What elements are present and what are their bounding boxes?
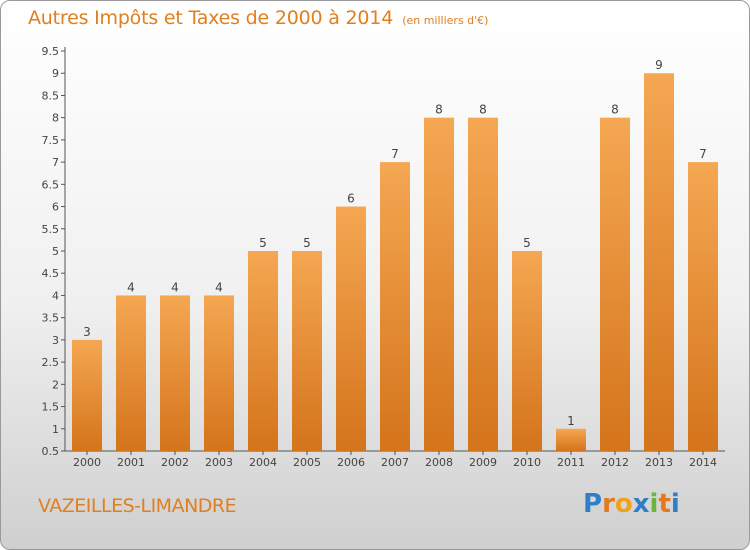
y-tick-label: 8 xyxy=(52,112,59,125)
x-tick-label: 2003 xyxy=(205,456,233,469)
x-tick-label: 2011 xyxy=(557,456,585,469)
value-label: 8 xyxy=(435,103,443,117)
city-name: VAZEILLES-LIMANDRE xyxy=(38,495,237,517)
chart-title: Autres Impôts et Taxes de 2000 à 2014 xyxy=(28,7,394,29)
value-label: 5 xyxy=(259,236,267,250)
bar-2000 xyxy=(72,339,102,451)
value-label: 5 xyxy=(303,236,311,250)
bars xyxy=(72,73,718,452)
value-label: 5 xyxy=(523,236,531,250)
logo-letter: r xyxy=(602,489,615,519)
bar-2004 xyxy=(248,251,278,451)
y-tick-label: 2.5 xyxy=(42,356,60,369)
y-tick-label: 9 xyxy=(52,67,59,80)
x-tick-label: 2000 xyxy=(73,456,101,469)
bar-2003 xyxy=(204,295,234,451)
y-tick-label: 7.5 xyxy=(42,134,60,147)
bar-2008 xyxy=(424,117,454,452)
logo-letter: t xyxy=(658,489,671,519)
y-tick-label: 6 xyxy=(52,201,59,214)
bar-2007 xyxy=(380,162,410,451)
chart-title-block: Autres Impôts et Taxes de 2000 à 2014 (e… xyxy=(28,7,488,29)
logo-letter: P xyxy=(583,489,603,519)
x-tick-label: 2001 xyxy=(117,456,145,469)
chart-unit: (en milliers d'€) xyxy=(402,14,489,27)
value-label: 9 xyxy=(655,58,663,72)
x-tick-label: 2007 xyxy=(381,456,409,469)
y-tick-label: 3.5 xyxy=(42,312,60,325)
x-tick-label: 2005 xyxy=(293,456,321,469)
x-tick-label: 2012 xyxy=(601,456,629,469)
y-tick-label: 5 xyxy=(52,245,59,258)
x-tick-label: 2008 xyxy=(425,456,453,469)
y-tick-label: 3 xyxy=(52,334,59,347)
logo-letter: i xyxy=(649,489,659,519)
bar-2002 xyxy=(160,295,190,451)
bar-2005 xyxy=(292,251,322,451)
x-tick-label: 2002 xyxy=(161,456,189,469)
x-tick-label: 2013 xyxy=(645,456,673,469)
y-tick-label: 2 xyxy=(52,378,59,391)
y-tick-label: 4.5 xyxy=(42,267,60,280)
value-label: 4 xyxy=(127,280,135,294)
logo-letter: i xyxy=(670,489,680,519)
y-tick-label: 1.5 xyxy=(42,401,60,414)
y-tick-label: 9.5 xyxy=(42,45,60,58)
bar-2009 xyxy=(468,117,498,452)
value-label: 7 xyxy=(391,147,399,161)
value-label: 8 xyxy=(479,103,487,117)
logo-letter: x xyxy=(632,489,650,519)
value-label: 8 xyxy=(611,103,619,117)
y-tick-label: 4 xyxy=(52,289,59,302)
y-tick-label: 6.5 xyxy=(42,178,60,191)
y-tick-label: 0.5 xyxy=(42,445,60,458)
bar-2006 xyxy=(336,206,366,451)
value-label: 6 xyxy=(347,192,355,206)
bar-2014 xyxy=(688,162,718,451)
x-tick-label: 2004 xyxy=(249,456,277,469)
y-tick-label: 5.5 xyxy=(42,223,60,236)
value-label: 1 xyxy=(567,414,575,428)
y-tick-label: 7 xyxy=(52,156,59,169)
logo-letter: o xyxy=(614,489,633,519)
y-tick-label: 8.5 xyxy=(42,89,60,102)
x-tick-label: 2014 xyxy=(689,456,717,469)
x-tick-label: 2010 xyxy=(513,456,541,469)
x-tick-label: 2009 xyxy=(469,456,497,469)
y-tick-label: 1 xyxy=(52,423,59,436)
bar-2013 xyxy=(644,73,674,451)
bar-2011 xyxy=(556,428,586,451)
bar-2001 xyxy=(116,295,146,451)
value-label: 4 xyxy=(215,280,223,294)
value-label: 4 xyxy=(171,280,179,294)
x-tick-label: 2006 xyxy=(337,456,365,469)
value-label: 3 xyxy=(83,325,91,339)
value-label: 7 xyxy=(699,147,707,161)
bar-2012 xyxy=(600,117,630,452)
value-labels: 3 4 4 4 5 5 6 7 8 8 5 1 8 9 7 xyxy=(83,58,707,428)
proxiti-logo: Proxiti xyxy=(583,489,680,519)
bar-2010 xyxy=(512,251,542,451)
